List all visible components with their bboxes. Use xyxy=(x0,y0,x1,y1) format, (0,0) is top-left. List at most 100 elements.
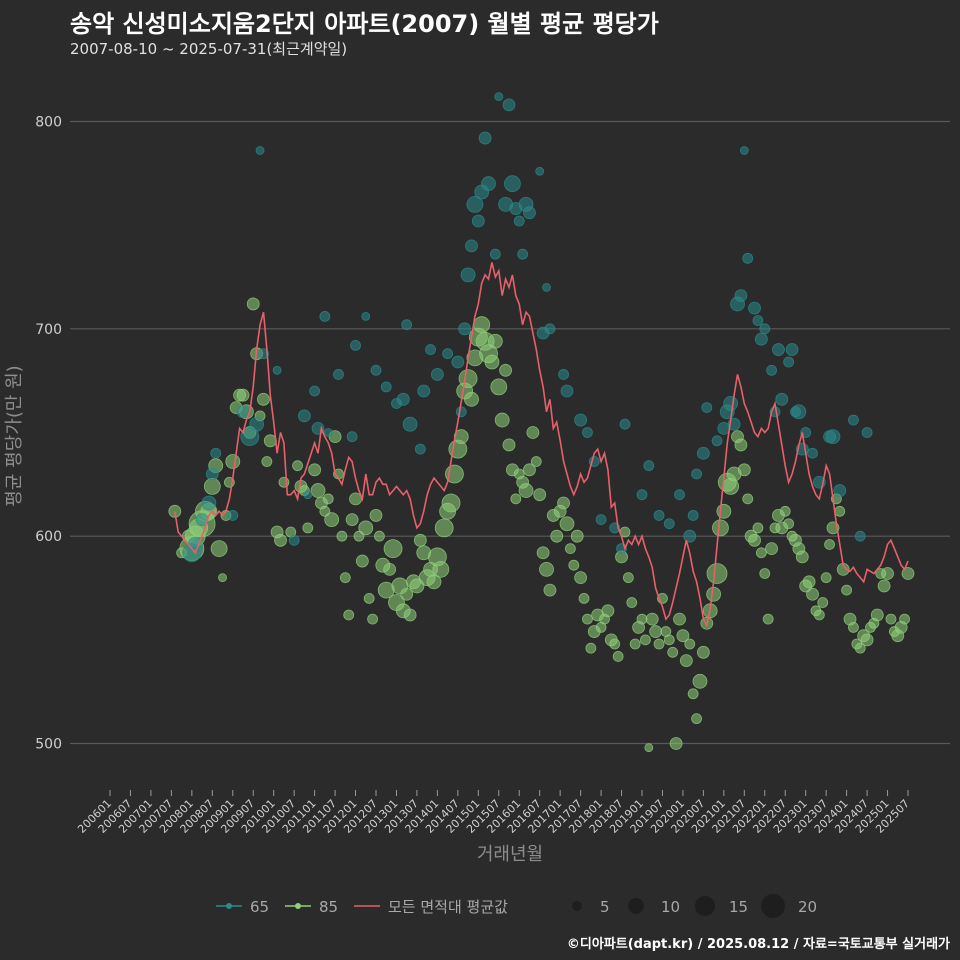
bubble-65 xyxy=(636,489,648,501)
bubble-85 xyxy=(564,543,576,555)
bubble-65 xyxy=(861,427,873,438)
bubble-85 xyxy=(490,378,508,396)
bubble-65 xyxy=(785,343,799,356)
bubble-65 xyxy=(734,289,748,303)
bubble-85 xyxy=(834,505,846,517)
legend-size-15-label: 15 xyxy=(729,898,748,916)
bubble-85 xyxy=(494,412,510,428)
bubble-85 xyxy=(877,579,891,593)
bubble-85 xyxy=(622,572,634,584)
bubble-85 xyxy=(345,513,359,526)
bubble-85 xyxy=(510,493,522,505)
bubble-85 xyxy=(343,609,355,621)
bubble-85 xyxy=(308,463,322,477)
bubble-85 xyxy=(795,550,809,564)
bubble-65 xyxy=(513,215,525,227)
bubble-65 xyxy=(772,343,785,356)
bubble-65 xyxy=(504,175,521,193)
bubble-85 xyxy=(570,529,584,543)
average-line xyxy=(174,262,909,628)
bubble-85 xyxy=(574,571,588,585)
bubble-65 xyxy=(249,416,265,432)
bubble-85 xyxy=(526,426,540,439)
legend-size-20-label: 20 xyxy=(798,898,817,916)
bubble-85 xyxy=(881,567,894,580)
legend-size-20-circle xyxy=(761,894,785,918)
bubble-85 xyxy=(543,583,557,597)
bubble-85 xyxy=(383,539,403,559)
bubble-85 xyxy=(559,516,575,532)
bubble-65 xyxy=(466,196,484,213)
bubble-65 xyxy=(402,416,418,432)
bubble-65 xyxy=(754,332,768,346)
bubble-65 xyxy=(414,443,426,455)
bubble-85 xyxy=(706,563,728,584)
bubble-65 xyxy=(370,364,382,376)
bubble-65 xyxy=(674,489,685,501)
bubble-65 xyxy=(380,381,392,393)
bubble-85 xyxy=(712,519,729,537)
bubble-65 xyxy=(460,267,476,283)
bubble-65 xyxy=(201,495,217,511)
bubble-85 xyxy=(609,638,621,650)
bubble-85 xyxy=(210,540,228,558)
bubble-65 xyxy=(272,365,282,375)
bubble-65 xyxy=(544,323,556,335)
bubble-65 xyxy=(742,252,754,264)
bubble-65 xyxy=(255,146,265,155)
bubble-65 xyxy=(417,384,431,398)
bubble-85 xyxy=(578,592,590,604)
bubble-85 xyxy=(626,597,638,608)
bubble-85 xyxy=(557,496,570,510)
bubble-65 xyxy=(711,435,723,447)
bubble-85 xyxy=(752,522,764,534)
bubble-65 xyxy=(227,510,239,521)
x-axis-title: 거래년월 xyxy=(477,844,543,865)
bubble-85 xyxy=(426,574,442,590)
bubble-85 xyxy=(363,592,375,604)
bubble-85 xyxy=(413,533,427,547)
legend-size-10-label: 10 xyxy=(661,898,680,916)
bubble-65 xyxy=(425,344,436,355)
bubble-65 xyxy=(701,402,713,414)
bubble-65 xyxy=(752,315,764,326)
bubble-65 xyxy=(766,364,777,376)
bubble-85 xyxy=(860,633,874,647)
legend-label-average: 모든 면적대 평균값 xyxy=(388,898,508,916)
bubble-85 xyxy=(568,559,580,571)
bubble-65 xyxy=(361,311,371,321)
bubble-85 xyxy=(692,673,708,689)
bubble-85 xyxy=(663,634,675,646)
legend-label-85: 85 xyxy=(319,898,338,916)
bubble-65 xyxy=(833,484,847,497)
y-tick-800: 800 xyxy=(35,114,62,130)
y-tick-700: 700 xyxy=(35,322,62,338)
bubble-85 xyxy=(734,438,748,452)
bubble-65 xyxy=(558,369,569,380)
bubble-65 xyxy=(595,514,607,525)
legend-size-15-circle xyxy=(695,896,715,916)
bubble-85 xyxy=(696,645,710,659)
bubble-85 xyxy=(349,492,362,506)
y-axis-title: 평균 평당가(만 원) xyxy=(4,365,25,506)
bubble-85 xyxy=(802,575,816,589)
bubble-85 xyxy=(369,509,383,522)
bubble-65 xyxy=(458,322,472,336)
bubble-85 xyxy=(885,613,897,625)
bubble-65 xyxy=(455,406,467,418)
legend-size-5-label: 5 xyxy=(600,898,610,916)
bubble-85 xyxy=(257,392,270,406)
bubble-65 xyxy=(430,368,444,381)
source-caption: ©디아파트(dapt.kr) / 2025.08.12 / 자료=국토교통부 실… xyxy=(566,937,950,952)
bubble-85 xyxy=(322,493,334,505)
bubble-85 xyxy=(676,629,690,643)
chart-subtitle: 2007-08-10 ~ 2025-07-31(최근계약일) xyxy=(70,40,348,58)
bubble-65 xyxy=(775,392,789,406)
bubble-85 xyxy=(302,522,314,534)
bubble-85 xyxy=(339,572,351,584)
bubble-85 xyxy=(765,542,778,556)
bubble-65 xyxy=(683,529,697,543)
bubble-65 xyxy=(236,405,250,419)
bubble-85 xyxy=(487,333,503,349)
